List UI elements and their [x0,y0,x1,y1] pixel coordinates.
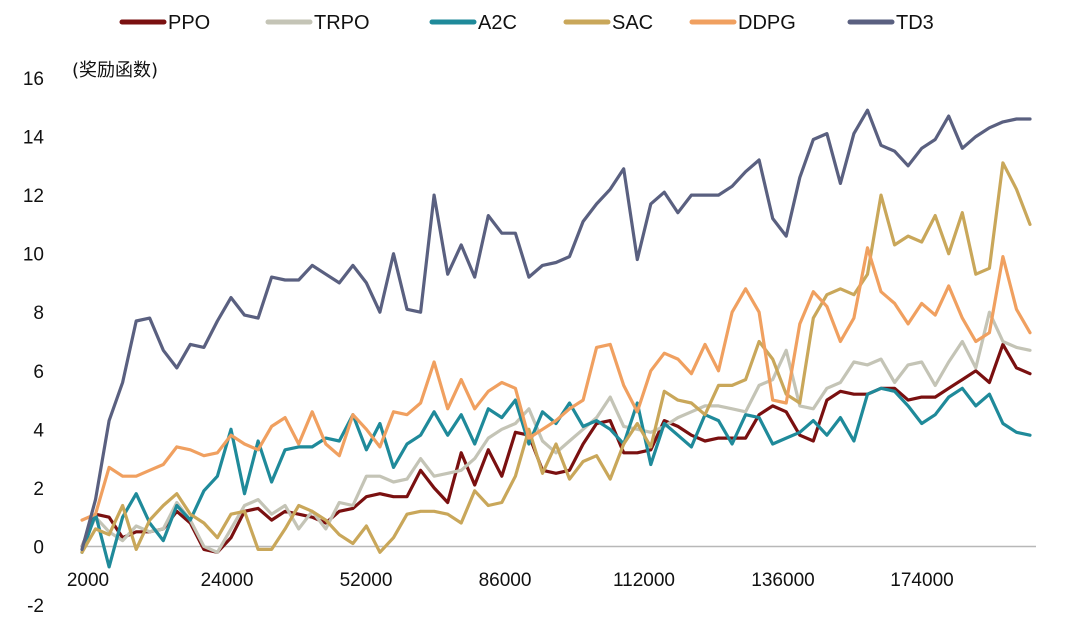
y-tick-label: 4 [33,420,44,441]
y-tick-label: 14 [23,128,45,149]
y-tick-label: 12 [23,186,44,207]
series-line-a2c [80,386,1032,569]
x-tick-label: 174000 [890,570,953,591]
x-tick-label: 24000 [201,570,254,591]
legend-label-ddpg: DDPG [738,12,796,34]
series-line-ddpg [80,246,1032,522]
series-line-sac [80,161,1032,554]
series-line-trpo [80,310,1032,554]
legend-label-ppo: PPO [168,12,210,34]
y-tick-label: 16 [23,69,44,90]
plot-area [80,108,1032,569]
x-tick-label: 112000 [613,570,675,591]
y-axis-unit-label: (奖励函数) [72,60,158,81]
y-axis: -2 0 2 4 6 8 10 12 14 16 [23,69,45,617]
legend-label-a2c: A2C [478,12,517,34]
y-tick-label: 8 [33,303,44,324]
series-line-td3 [80,108,1032,551]
x-tick-label: 52000 [340,570,393,591]
x-tick-label: 2000 [67,570,109,591]
y-tick-label: 0 [33,537,44,558]
x-axis: 2000 24000 52000 86000 112000 136000 174000 [67,545,1036,591]
legend-label-sac: SAC [612,12,653,34]
y-tick-label: 2 [33,479,44,500]
legend-label-trpo: TRPO [314,12,370,34]
y-tick-label: 10 [23,245,44,266]
x-tick-label: 136000 [751,570,814,591]
y-tick-label: 6 [33,362,44,383]
legend: PPO TRPO A2C SAC DDPG TD3 [119,12,934,34]
y-tick-label: -2 [27,596,44,617]
x-tick-label: 86000 [479,570,532,591]
legend-label-td3: TD3 [896,12,934,34]
